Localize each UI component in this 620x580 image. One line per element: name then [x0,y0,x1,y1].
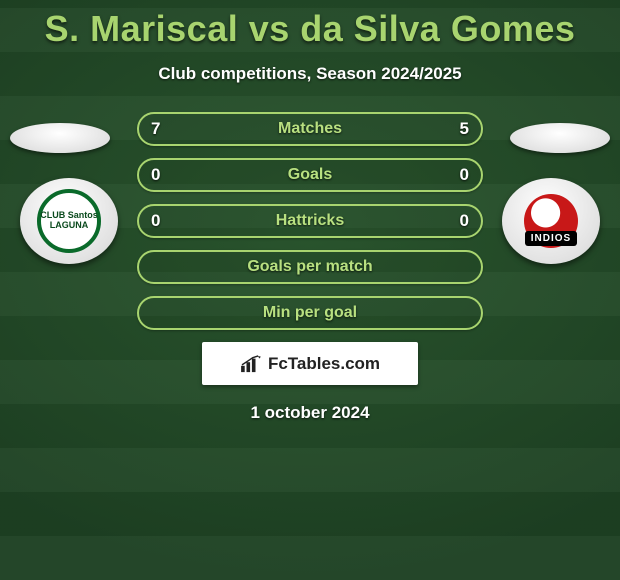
date-text: 1 october 2024 [0,403,620,423]
stat-row-matches: 7 Matches 5 [137,112,483,146]
subtitle: Club competitions, Season 2024/2025 [0,64,620,84]
stat-hattricks-right: 0 [460,206,469,236]
brand-bars-icon [240,355,262,373]
stats-container: 7 Matches 5 0 Goals 0 0 Hattricks 0 Goal… [0,112,620,423]
stat-goals-label: Goals [139,160,481,190]
club-badge-left-label: CLUB Santos LAGUNA [20,211,118,231]
stat-row-hattricks: 0 Hattricks 0 [137,204,483,238]
stat-row-goals: 0 Goals 0 [137,158,483,192]
stat-hattricks-label: Hattricks [139,206,481,236]
stat-gpm-label: Goals per match [139,252,481,282]
stat-goals-right: 0 [460,160,469,190]
brand-watermark: FcTables.com [202,342,418,385]
stat-mpg-label: Min per goal [139,298,481,328]
page-title: S. Mariscal vs da Silva Gomes [0,0,620,50]
stat-row-mpg: Min per goal [137,296,483,330]
brand-text: FcTables.com [268,354,380,374]
stat-matches-right: 5 [460,114,469,144]
stat-matches-label: Matches [139,114,481,144]
club-badge-right-label: INDIOS [525,231,577,246]
stat-row-gpm: Goals per match [137,250,483,284]
